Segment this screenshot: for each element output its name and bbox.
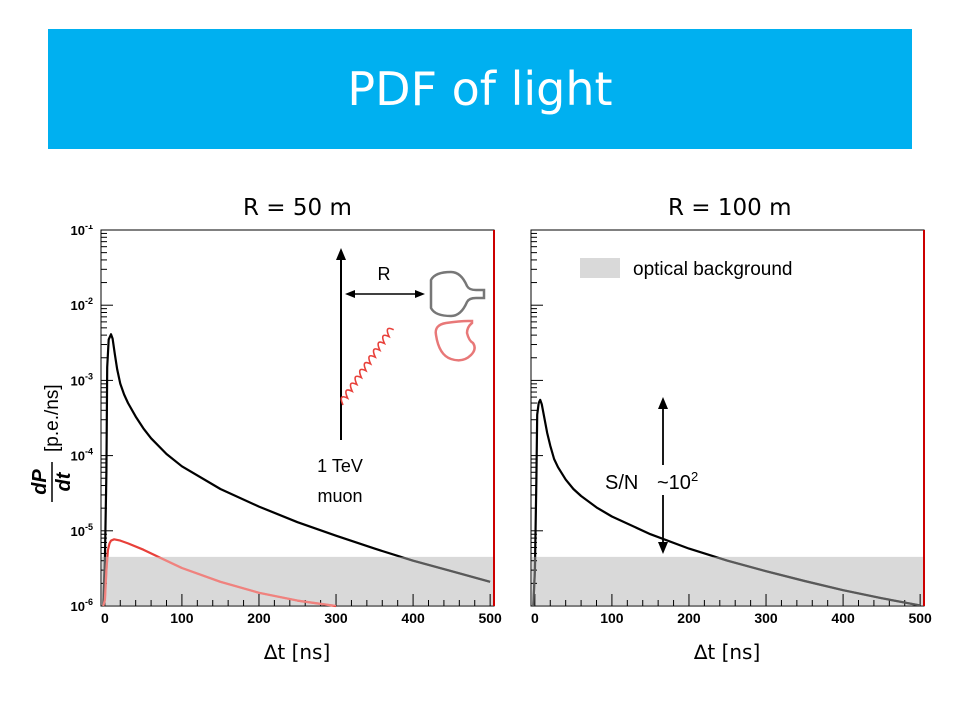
series-line-0 <box>532 398 921 607</box>
y-tick-label: 10-3 <box>71 371 93 388</box>
pmt-red <box>434 319 476 362</box>
distance-label: R <box>378 264 391 284</box>
sn-arrow-up <box>658 397 668 409</box>
x-tick-label: 300 <box>754 610 778 626</box>
chart-left: 0 100 200 300 400 500 10-6 10-5 10-4 10-3 10-2 10-1 <box>71 225 503 626</box>
series-line-0 <box>102 333 491 607</box>
x-tick-label: 0 <box>531 610 539 626</box>
x-tick-label: 300 <box>324 610 348 626</box>
x-tick-label: 400 <box>401 610 425 626</box>
panel-title-left: R = 50 m <box>243 195 352 221</box>
pmt-gray <box>429 270 486 318</box>
y-label-denominator: dt <box>53 471 70 491</box>
title-bar: PDF of light <box>48 29 912 149</box>
distance-arrowhead-right <box>415 290 425 298</box>
muon-label-line2: muon <box>317 486 362 506</box>
slide-title: PDF of light <box>347 62 613 116</box>
panel-title-right: R = 100 m <box>668 195 792 221</box>
x-tick-label: 400 <box>831 610 855 626</box>
distance-arrowhead-left <box>345 290 355 298</box>
y-tick-label: 10-6 <box>71 597 93 614</box>
cherenkov-photon <box>340 327 395 406</box>
y-tick-label: 10-1 <box>71 225 93 238</box>
series-line-1 <box>102 538 337 608</box>
y-axis-label: dP dt [p.e./ns] <box>20 340 75 510</box>
legend-label: optical background <box>633 259 793 280</box>
x-tick-label: 0 <box>101 610 109 626</box>
background-band <box>532 556 923 605</box>
y-label-unit: [p.e./ns] <box>42 384 63 452</box>
legend-swatch <box>580 258 620 278</box>
y-tick-label: 10-2 <box>71 296 93 313</box>
y-tick-label: 10-5 <box>71 522 93 539</box>
series-band-overlay-0 <box>532 556 921 606</box>
y-tick-label: 10-4 <box>71 447 93 464</box>
plot-frame <box>100 229 495 607</box>
x-tick-label: 500 <box>478 610 502 626</box>
x-axis-label-left: ∆t [ns] <box>264 640 331 664</box>
plot-frame <box>530 229 925 607</box>
y-label-numerator: dP <box>29 469 51 495</box>
sn-label: S/N <box>605 472 638 494</box>
muon-arrowhead <box>336 248 346 260</box>
x-tick-label: 100 <box>600 610 624 626</box>
sn-label-bg <box>604 465 724 495</box>
series-band-overlay-1 <box>102 556 337 606</box>
background-band <box>102 556 493 605</box>
x-tick-label: 100 <box>170 610 194 626</box>
muon-diagram: R 1 TeV muon <box>317 248 486 506</box>
chart-right: 0 100 200 300 400 500 optical background S/N ~10… <box>530 229 932 626</box>
x-tick-label: 200 <box>677 610 701 626</box>
x-axis-label-right: ∆t [ns] <box>694 640 761 664</box>
x-tick-label: 200 <box>247 610 271 626</box>
x-tick-label: 500 <box>908 610 932 626</box>
sn-ratio: ~102 <box>657 469 698 494</box>
muon-label-line1: 1 TeV <box>317 456 363 476</box>
sn-arrow-down <box>658 542 668 554</box>
